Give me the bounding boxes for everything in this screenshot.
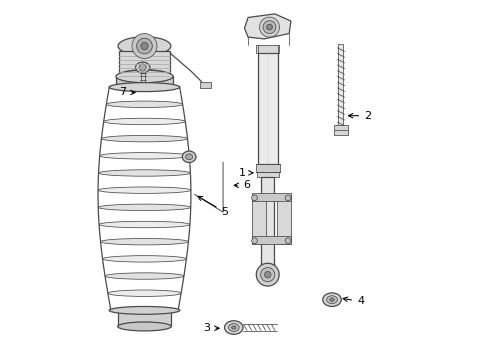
Ellipse shape bbox=[111, 307, 178, 314]
Ellipse shape bbox=[101, 238, 188, 245]
Bar bbox=[256, 172, 278, 177]
Ellipse shape bbox=[228, 324, 239, 332]
Bar bbox=[261, 177, 274, 266]
Circle shape bbox=[263, 21, 275, 33]
Ellipse shape bbox=[103, 118, 185, 125]
Bar bbox=[338, 44, 343, 126]
Ellipse shape bbox=[106, 101, 182, 108]
Bar bbox=[257, 53, 277, 164]
Ellipse shape bbox=[185, 154, 192, 159]
Ellipse shape bbox=[105, 273, 183, 279]
Circle shape bbox=[264, 271, 270, 278]
Ellipse shape bbox=[109, 84, 179, 90]
Bar bbox=[119, 51, 170, 76]
Ellipse shape bbox=[329, 298, 333, 301]
Ellipse shape bbox=[99, 221, 189, 228]
Bar bbox=[333, 125, 347, 135]
Ellipse shape bbox=[224, 321, 243, 334]
Ellipse shape bbox=[118, 37, 171, 55]
Bar bbox=[200, 82, 211, 88]
Polygon shape bbox=[244, 14, 290, 39]
Polygon shape bbox=[137, 84, 148, 89]
Ellipse shape bbox=[108, 290, 181, 296]
Circle shape bbox=[285, 195, 290, 201]
Circle shape bbox=[132, 33, 157, 59]
Circle shape bbox=[266, 24, 272, 30]
Ellipse shape bbox=[119, 69, 170, 84]
Ellipse shape bbox=[182, 151, 196, 162]
Circle shape bbox=[285, 238, 290, 244]
Ellipse shape bbox=[101, 135, 187, 142]
Bar bbox=[116, 76, 173, 87]
Ellipse shape bbox=[135, 62, 149, 73]
Bar bbox=[276, 194, 290, 244]
Text: 5: 5 bbox=[198, 196, 228, 217]
Ellipse shape bbox=[98, 204, 190, 211]
Bar bbox=[118, 310, 171, 327]
Ellipse shape bbox=[322, 293, 341, 306]
Ellipse shape bbox=[116, 70, 173, 83]
Ellipse shape bbox=[102, 256, 186, 262]
Bar bbox=[255, 164, 279, 172]
Ellipse shape bbox=[109, 83, 179, 91]
Bar bbox=[256, 45, 278, 53]
Ellipse shape bbox=[118, 322, 171, 331]
Bar bbox=[251, 194, 265, 244]
Circle shape bbox=[251, 238, 257, 244]
Bar bbox=[251, 237, 290, 244]
Circle shape bbox=[136, 38, 152, 54]
Ellipse shape bbox=[99, 170, 190, 176]
Ellipse shape bbox=[98, 187, 190, 193]
Text: 7: 7 bbox=[119, 87, 135, 98]
Ellipse shape bbox=[326, 296, 337, 303]
Text: 2: 2 bbox=[348, 111, 370, 121]
Text: 6: 6 bbox=[234, 180, 249, 190]
Ellipse shape bbox=[109, 306, 180, 314]
Bar bbox=[251, 193, 290, 202]
Circle shape bbox=[251, 195, 257, 201]
Circle shape bbox=[260, 267, 274, 282]
Text: 1: 1 bbox=[239, 168, 253, 178]
Circle shape bbox=[256, 263, 279, 286]
Circle shape bbox=[259, 17, 279, 37]
Circle shape bbox=[139, 64, 146, 71]
Text: 4: 4 bbox=[343, 296, 364, 306]
Ellipse shape bbox=[231, 326, 235, 329]
Ellipse shape bbox=[100, 153, 189, 159]
Circle shape bbox=[141, 42, 148, 50]
Text: 3: 3 bbox=[203, 323, 219, 333]
Bar bbox=[140, 73, 144, 89]
